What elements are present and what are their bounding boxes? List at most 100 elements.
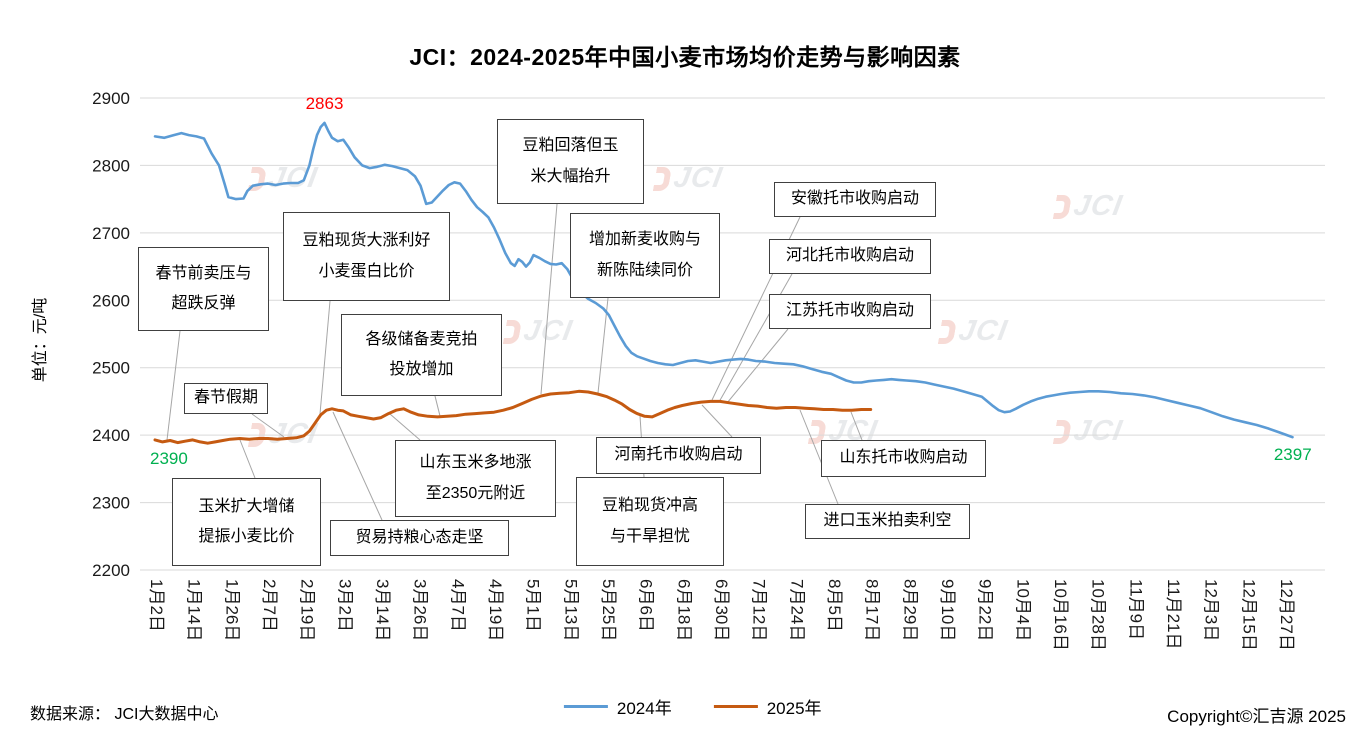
annotation-text: 至2350元附近 bbox=[425, 484, 526, 502]
x-tick-label: 6月30日 bbox=[712, 579, 731, 641]
point-label: 2863 bbox=[306, 94, 344, 113]
annotation-text: 新陈陆续同价 bbox=[596, 261, 693, 279]
annotation-anhui-purchase: 安徽托市收购启动 bbox=[774, 182, 936, 217]
x-tick-label: 5月1日 bbox=[524, 579, 543, 632]
annotation-text: 米大幅抬升 bbox=[530, 167, 611, 185]
annotation-text: 提振小麦比价 bbox=[198, 528, 295, 545]
chart-legend: 2024年 2025年 bbox=[563, 694, 822, 719]
annotation-text: 春节假期 bbox=[193, 389, 258, 407]
x-tick-label: 12月3日 bbox=[1202, 579, 1221, 641]
x-tick-label: 1月14日 bbox=[185, 579, 204, 641]
annotation-shandong-purchase: 山东托市收购启动 bbox=[821, 440, 986, 477]
x-tick-label: 3月26日 bbox=[411, 579, 430, 641]
annotation-leader-line bbox=[850, 411, 863, 441]
annotation-leader-line bbox=[540, 203, 558, 395]
x-tick-label: 4月7日 bbox=[448, 579, 467, 632]
x-tick-label: 8月17日 bbox=[863, 579, 882, 641]
annotation-text: 进口玉米拍卖利空 bbox=[823, 512, 952, 530]
y-tick-label: 2400 bbox=[92, 426, 130, 445]
annotation-text: 投放增加 bbox=[389, 361, 454, 378]
y-tick-label: 2300 bbox=[92, 494, 130, 513]
chart-title: JCI：2024-2025年中国小麦市场均价走势与影响因素 bbox=[409, 44, 961, 70]
x-tick-label: 10月28日 bbox=[1089, 579, 1108, 651]
annotation-leader-line bbox=[332, 411, 383, 521]
x-tick-label: 11月9日 bbox=[1126, 579, 1145, 640]
annotation-text: 江苏托市收购启动 bbox=[785, 302, 914, 320]
x-tick-label: 9月22日 bbox=[976, 579, 995, 641]
x-tick-label: 7月12日 bbox=[750, 579, 769, 641]
annotation-jiangsu-purchase: 江苏托市收购启动 bbox=[769, 294, 931, 329]
x-tick-label: 10月4日 bbox=[1013, 579, 1032, 641]
legend-item-2024: 2024年 bbox=[563, 694, 672, 719]
annotation-hebei-purchase: 河北托市收购启动 bbox=[769, 239, 931, 274]
annotation-leader-line bbox=[239, 439, 256, 479]
annotation-leader-line bbox=[389, 413, 421, 441]
annotation-leader-line bbox=[251, 413, 285, 438]
series-line-2024年 bbox=[153, 121, 1294, 439]
x-tick-label: 4月19日 bbox=[486, 579, 505, 641]
annotation-text: 增加新麦收购与 bbox=[588, 231, 701, 249]
annotation-spring-pressure: 春节前卖压与 超跌反弹 bbox=[138, 247, 269, 331]
x-tick-label: 2月19日 bbox=[298, 579, 317, 641]
annotation-text: 春节前卖压与 bbox=[155, 264, 252, 282]
x-tick-label: 10月16日 bbox=[1051, 579, 1070, 651]
annotation-leader-line bbox=[434, 395, 441, 417]
legend-label-2025: 2025年 bbox=[766, 699, 822, 718]
annotation-text: 贸易持粮心态走坚 bbox=[355, 528, 484, 546]
annotation-soybean-meal-rally: 豆粕现货大涨利好 小麦蛋白比价 bbox=[283, 212, 450, 301]
copyright-text: Copyright©汇吉源 2025 bbox=[1167, 707, 1346, 726]
annotation-corn-reserve: 玉米扩大增储 提振小麦比价 bbox=[172, 478, 321, 566]
x-tick-label: 1月2日 bbox=[147, 579, 166, 632]
x-tick-label: 12月15日 bbox=[1239, 579, 1258, 651]
annotation-soybean-drought: 豆粕现货冲高 与干旱担忧 bbox=[576, 477, 724, 566]
annotation-text: 豆粕现货冲高 bbox=[601, 497, 698, 515]
annotation-spring-holiday: 春节假期 bbox=[184, 383, 268, 414]
x-tick-label: 8月29日 bbox=[900, 579, 919, 641]
annotation-leader-line bbox=[799, 409, 839, 505]
y-tick-label: 2900 bbox=[92, 89, 130, 108]
series-line-2025年 bbox=[153, 389, 873, 445]
annotation-text: 山东玉米多地涨 bbox=[419, 454, 532, 472]
annotation-reserve-auction: 各级储备麦竞拍 投放增加 bbox=[341, 314, 502, 396]
y-axis-title: 单位：元/吨 bbox=[32, 297, 49, 383]
annotation-text: 各级储备麦竞拍 bbox=[365, 330, 478, 348]
annotation-text: 豆粕现货大涨利好 bbox=[302, 232, 431, 250]
annotation-text: 河南托市收购启动 bbox=[614, 446, 743, 464]
legend-line-2024-icon bbox=[563, 705, 608, 708]
annotation-henan-purchase: 河南托市收购启动 bbox=[596, 437, 761, 474]
y-tick-label: 2500 bbox=[92, 359, 130, 378]
x-tick-label: 3月2日 bbox=[335, 579, 354, 632]
y-tick-label: 2700 bbox=[92, 224, 130, 243]
annotation-shandong-corn: 山东玉米多地涨 至2350元附近 bbox=[395, 440, 556, 517]
x-tick-label: 11月21日 bbox=[1164, 579, 1183, 650]
annotation-text: 超跌反弹 bbox=[171, 295, 236, 312]
annotation-leader-line bbox=[701, 404, 733, 438]
annotation-text: 山东托市收购启动 bbox=[839, 449, 968, 467]
annotation-soybean-fall-corn-up: 豆粕回落但玉 米大幅抬升 bbox=[497, 119, 644, 204]
x-tick-label: 5月13日 bbox=[561, 579, 580, 641]
x-tick-label: 1月26日 bbox=[222, 579, 241, 641]
annotation-leader-line bbox=[726, 328, 789, 404]
annotation-text: 河北托市收购启动 bbox=[785, 247, 914, 265]
x-tick-label: 2月7日 bbox=[260, 579, 279, 632]
x-tick-label: 12月27日 bbox=[1277, 579, 1296, 651]
data-source-text: 数据来源： JCI大数据中心 bbox=[30, 706, 219, 723]
legend-label-2024: 2024年 bbox=[616, 699, 672, 718]
point-label: 2390 bbox=[150, 449, 188, 468]
y-tick-label: 2200 bbox=[92, 561, 130, 580]
legend-line-2025-icon bbox=[713, 705, 758, 708]
x-tick-label: 3月14日 bbox=[373, 579, 392, 641]
x-tick-label: 5月25日 bbox=[599, 579, 618, 641]
x-tick-label: 6月18日 bbox=[674, 579, 693, 641]
annotation-leader-line bbox=[319, 300, 331, 415]
point-label: 2397 bbox=[1274, 445, 1312, 464]
annotation-text: 玉米扩大增储 bbox=[198, 497, 295, 515]
annotation-leader-line bbox=[166, 330, 181, 441]
x-tick-label: 8月5日 bbox=[825, 579, 844, 632]
annotation-text: 与干旱担忧 bbox=[609, 527, 690, 545]
annotation-text: 安徽托市收购启动 bbox=[790, 190, 919, 208]
y-tick-label: 2600 bbox=[92, 291, 130, 310]
x-tick-label: 7月24日 bbox=[787, 579, 806, 641]
